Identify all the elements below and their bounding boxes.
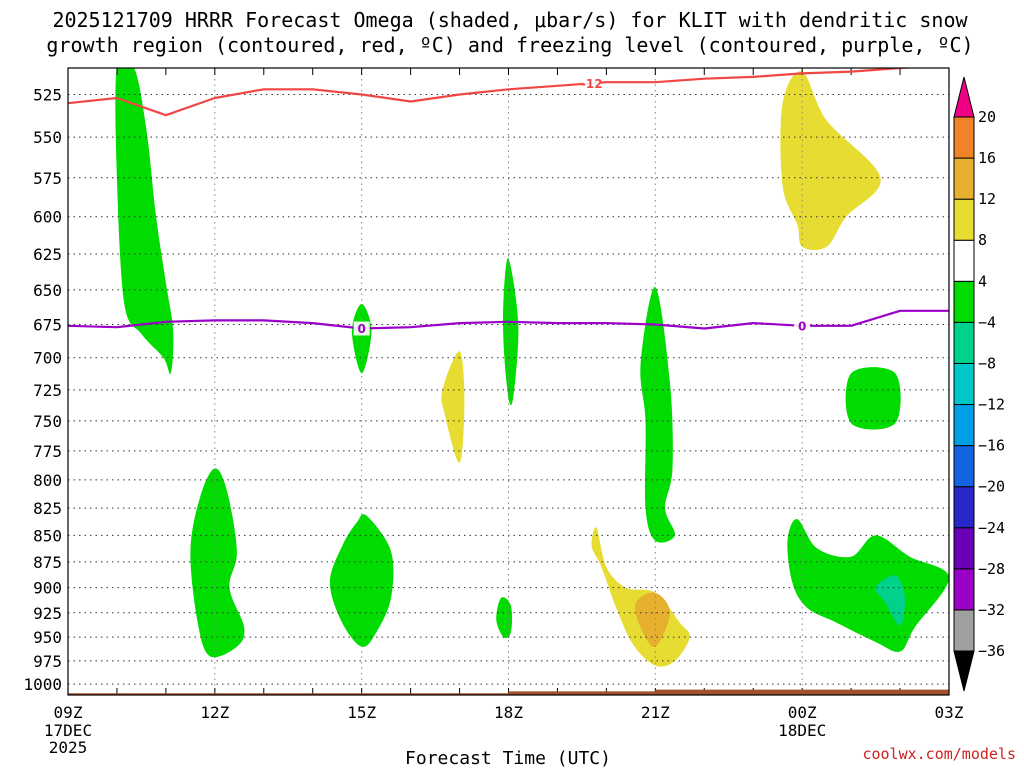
contour-label-bg-1-1 — [794, 318, 811, 333]
colorbar-box-1 — [953, 568, 975, 611]
colorbar-box-5 — [953, 404, 975, 447]
colorbar: −36 −32 −28 −24 −20 −16 −12 −8 −4 4 8 12 16 20 — [953, 76, 1005, 692]
colorbar-box-0 — [953, 609, 975, 652]
colorbar-label-8: −4 — [978, 313, 996, 331]
colorbar-over-triangle — [953, 76, 975, 118]
y-tick-label-900: 900 — [33, 579, 62, 598]
y-tick-label-850: 850 — [33, 526, 62, 545]
title-line-2: growth region (contoured, red, ºC) and f… — [46, 33, 973, 57]
omega-shading-layer — [115, 68, 949, 667]
omega-region-0 — [115, 68, 174, 375]
title-block: 2025121709 HRRR Forecast Omega (shaded, … — [46, 8, 973, 57]
x-tick-label-18Z: 18Z — [494, 703, 523, 722]
x-tick-year-09Z: 2025 — [49, 738, 88, 757]
contour-label-1-0: 0 — [357, 322, 365, 336]
y-tick-label-775: 775 — [33, 442, 62, 461]
colorbar-label-7: −8 — [978, 354, 996, 372]
colorbar-label-9: 4 — [978, 272, 987, 290]
colorbar-label-0: −36 — [978, 642, 1005, 660]
x-axis-title: Forecast Time (UTC) — [405, 748, 611, 768]
y-tick-label-800: 800 — [33, 471, 62, 490]
colorbar-box-8 — [953, 280, 975, 323]
contour-label-bg-0-0 — [583, 76, 600, 91]
x-tick-label-12Z: 12Z — [200, 703, 229, 722]
colorbar-box-12 — [953, 116, 975, 159]
omega-region-4 — [441, 351, 465, 463]
colorbar-box-9 — [953, 239, 975, 282]
x-tick-label-15Z: 15Z — [347, 703, 376, 722]
x-tick-label-00Z: 00Z — [788, 703, 817, 722]
colorbar-box-3 — [953, 486, 975, 529]
colorbar-label-4: −20 — [978, 478, 1005, 496]
omega-region-12 — [787, 519, 949, 652]
x-tick-label-03Z: 03Z — [935, 703, 964, 722]
y-tick-label-1000: 1000 — [23, 675, 62, 694]
contour-label-bg-1-0 — [353, 321, 370, 336]
y-tick-label-525: 525 — [33, 86, 62, 105]
plot-frame — [67, 67, 950, 696]
colorbar-label-13: 20 — [978, 108, 996, 126]
y-tick-label-725: 725 — [33, 381, 62, 400]
omega-region-10 — [780, 71, 881, 250]
colorbar-box-10 — [953, 198, 975, 241]
colorbar-label-1: −32 — [978, 601, 1005, 619]
colorbar-label-3: −24 — [978, 519, 1005, 537]
y-tick-label-600: 600 — [33, 208, 62, 227]
y-tick-label-950: 950 — [33, 628, 62, 647]
terrain-layer — [68, 689, 949, 695]
y-tick-label-825: 825 — [33, 499, 62, 518]
contour-label-1-1: 0 — [798, 319, 806, 333]
omega-region-1 — [190, 468, 245, 658]
colorbar-label-11: 12 — [978, 190, 996, 208]
colorbar-label-2: −28 — [978, 560, 1005, 578]
colorbar-label-10: 8 — [978, 231, 987, 249]
colorbar-label-5: −16 — [978, 437, 1005, 455]
x-tick-label-21Z: 21Z — [641, 703, 670, 722]
y-tick-label-650: 650 — [33, 281, 62, 300]
colorbar-box-2 — [953, 527, 975, 570]
terrain-fill — [68, 689, 949, 695]
y-tick-label-925: 925 — [33, 604, 62, 623]
y-axis: 525 550 575 600 625 650 675 700 725 750 775 800 825 8… — [23, 86, 62, 695]
y-tick-label-750: 750 — [33, 412, 62, 431]
y-tick-label-975: 975 — [33, 652, 62, 671]
y-tick-label-675: 675 — [33, 315, 62, 334]
credit-text: coolwx.com/models — [862, 745, 1016, 763]
colorbar-box-11 — [953, 157, 975, 200]
omega-region-8 — [591, 527, 690, 667]
contour-line-0 — [68, 68, 916, 117]
colorbar-label-6: −12 — [978, 396, 1005, 414]
colorbar-box-4 — [953, 445, 975, 488]
contour-layer: -12 0 0 — [68, 68, 949, 336]
omega-region-5 — [503, 257, 519, 406]
y-tick-label-875: 875 — [33, 553, 62, 572]
colorbar-label-12: 16 — [978, 149, 996, 167]
y-tick-label-700: 700 — [33, 349, 62, 368]
x-tick-date-00Z: 18DEC — [778, 721, 826, 740]
y-tick-label-550: 550 — [33, 128, 62, 147]
y-tick-label-575: 575 — [33, 169, 62, 188]
colorbar-box-7 — [953, 321, 975, 364]
title-line-1: 2025121709 HRRR Forecast Omega (shaded, … — [52, 8, 968, 32]
x-tick-date-09Z: 17DEC — [44, 721, 92, 740]
contour-label-0-0: -12 — [581, 77, 603, 91]
colorbar-box-6 — [953, 362, 975, 406]
y-tick-label-625: 625 — [33, 245, 62, 264]
omega-region-11 — [845, 367, 901, 430]
omega-region-7 — [640, 286, 676, 543]
x-tick-label-09Z: 09Z — [54, 703, 83, 722]
colorbar-under-triangle — [953, 650, 975, 692]
omega-region-9 — [635, 592, 670, 647]
omega-region-6 — [496, 597, 513, 639]
